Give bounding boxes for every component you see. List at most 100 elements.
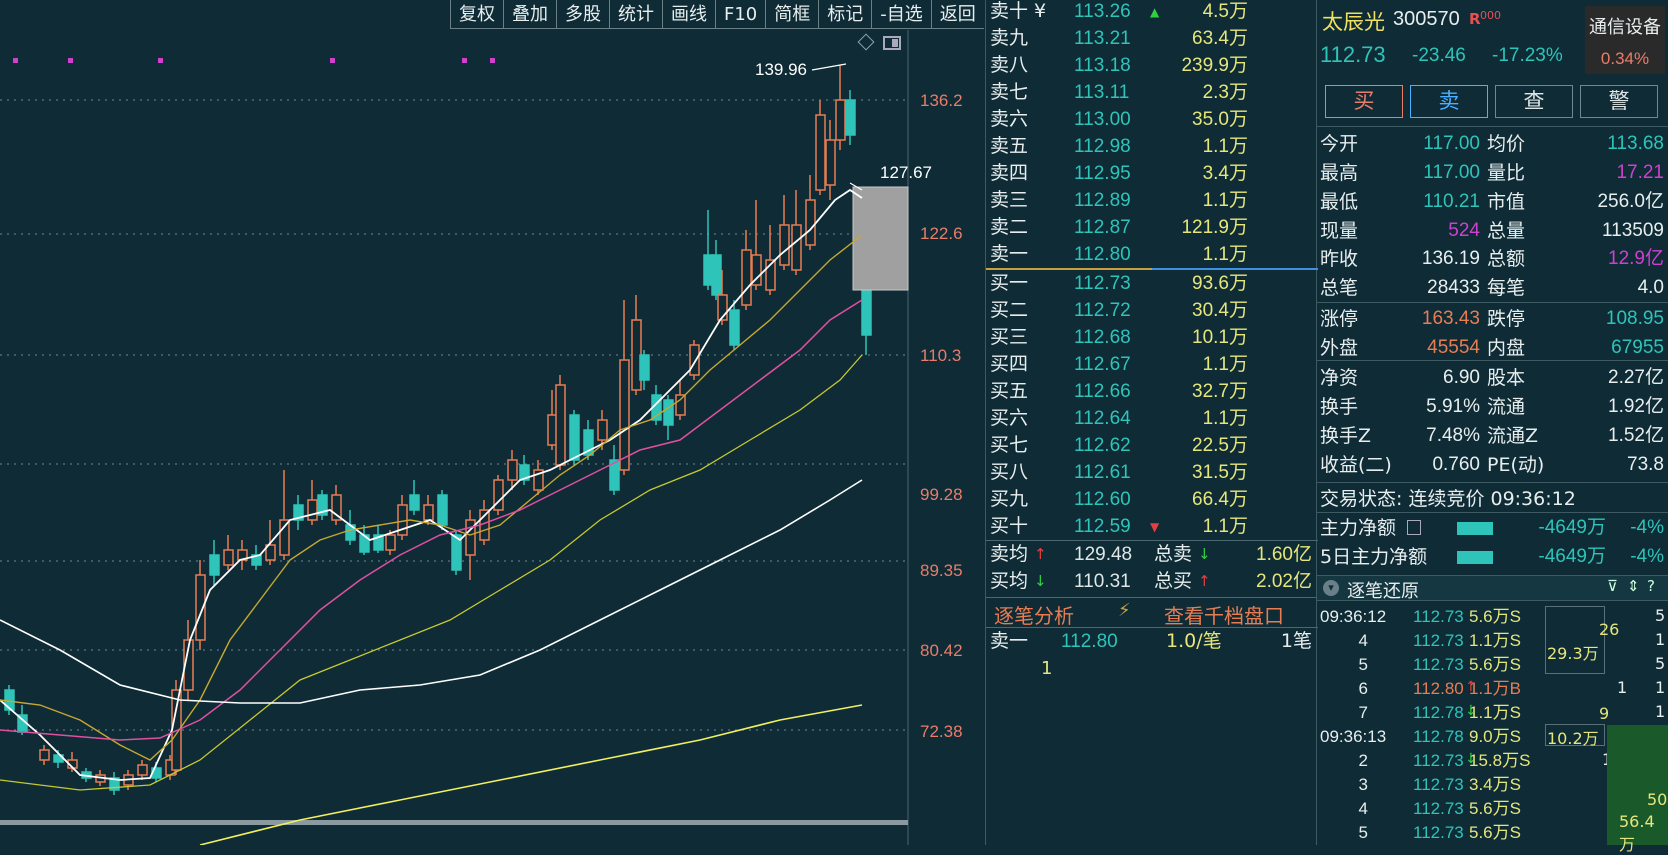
analysis-avg: 1.0/笔	[1166, 630, 1222, 652]
tick-title: 逐笔还原	[1347, 581, 1419, 602]
bottom-scrollbar	[0, 820, 908, 825]
industry-box[interactable]: 通信设备 0.34%	[1585, 6, 1665, 74]
bid-row[interactable]: 买九 112.60 66.4万	[986, 486, 1318, 513]
depth-link[interactable]: 查看千档盘口	[1164, 604, 1284, 628]
help-icon[interactable]: ?	[1647, 577, 1655, 595]
ask-up-icon: ▲	[1150, 5, 1160, 19]
filter-icon[interactable]: ⊽	[1607, 577, 1618, 595]
signal-marker	[462, 58, 467, 63]
level-volume: 2.3万	[1202, 82, 1248, 103]
bid-row[interactable]: 买八 112.61 31.5万	[986, 459, 1318, 486]
price-axis-label: 72.38	[920, 722, 963, 741]
toolbar-button-0[interactable]: 复权	[450, 0, 503, 29]
bid-row[interactable]: 买二 112.72 30.4万	[986, 297, 1318, 324]
quote-label: 收益(二)	[1320, 454, 1392, 476]
price-axis-label: 89.35	[920, 561, 963, 580]
candle-body	[765, 259, 776, 291]
quote-value: 73.8	[1627, 454, 1664, 475]
industry-name: 通信设备	[1589, 17, 1661, 38]
bid-row[interactable]: 买十 112.59 1.1万	[986, 513, 1318, 540]
toolbar-button-2[interactable]: 多股	[556, 0, 609, 29]
group-volume: 29.3万	[1547, 644, 1599, 663]
flash-icon[interactable]: ⚡	[1118, 600, 1131, 621]
quote-label: 总额	[1487, 248, 1526, 270]
bid-row[interactable]: 买三 112.68 10.1万	[986, 324, 1318, 351]
level-label: 买一	[990, 272, 1029, 294]
bid-row[interactable]: 买六 112.64 1.1万	[986, 405, 1318, 432]
quote-value: 117.00	[1423, 162, 1480, 183]
quote-label: 净资	[1320, 367, 1359, 389]
toolbar-button-9[interactable]: 返回	[930, 0, 984, 29]
ask-row[interactable]: 卖九 113.21 63.4万	[986, 25, 1318, 52]
fund-value: -4649万	[1538, 517, 1606, 538]
kline-chart[interactable]: 复权 叠加 多股 统计 画线 F10 简框 标记 -自选 返回 139.96 127.67 136…	[0, 0, 985, 845]
tick-time: 3	[1358, 775, 1368, 794]
bid-row[interactable]: 买七 112.62 22.5万	[986, 432, 1318, 459]
level-price: 112.66	[1074, 381, 1131, 402]
level-volume: 1.1万	[1202, 244, 1248, 265]
candle-body	[791, 224, 802, 271]
candle-body	[183, 639, 194, 691]
ask-row[interactable]: 卖一 112.80 1.1万	[986, 241, 1318, 268]
toolbar-button-1[interactable]: 叠加	[503, 0, 556, 29]
quote-label: 均价	[1487, 133, 1526, 155]
tick-volume: 5.6万S	[1469, 655, 1521, 674]
toolbar-button-4[interactable]: 画线	[662, 0, 715, 29]
query-button[interactable]: 查	[1495, 85, 1573, 118]
level-price: 112.87	[1074, 217, 1131, 238]
quote-row: 最低 110.21 市值 256.0亿	[1317, 188, 1668, 216]
buy-button[interactable]: 买	[1325, 85, 1403, 118]
collapse-icon[interactable]: ▾	[1323, 580, 1339, 596]
up-arrow-icon: ↑	[1465, 679, 1477, 695]
sort-icon[interactable]: ⇕	[1627, 577, 1640, 595]
bid-row[interactable]: 买四 112.67 1.1万	[986, 351, 1318, 378]
tick-row: 2 112.73 15.8万S	[1317, 749, 1668, 773]
quote-value: 1.52亿	[1608, 425, 1664, 446]
prev-close-annotation: 127.67	[880, 163, 932, 182]
quote-value: 2.27亿	[1608, 367, 1664, 388]
toolbar-button-7[interactable]: 标记	[818, 0, 871, 29]
alert-button[interactable]: 警	[1580, 85, 1658, 118]
level-price: 112.80	[1074, 244, 1131, 265]
panel-toggle-icon[interactable]	[883, 36, 901, 50]
sell-button[interactable]: 卖	[1410, 85, 1488, 118]
ask-row[interactable]: 卖四 112.95 3.4万	[986, 160, 1318, 187]
ask-row[interactable]: 卖八 113.18 239.9万	[986, 52, 1318, 79]
candle-body	[409, 494, 420, 511]
tick-price: 112.73	[1413, 631, 1464, 650]
candle-body	[533, 469, 544, 491]
level-volume: 1.1万	[1202, 516, 1248, 537]
ask-row[interactable]: 卖七 113.11 2.3万	[986, 79, 1318, 106]
kline-canvas[interactable]	[0, 0, 985, 845]
tick-price: 112.73	[1413, 823, 1464, 842]
toolbar-button-6[interactable]: 简框	[765, 0, 818, 29]
ask-row[interactable]: 卖二 112.87 121.9万	[986, 214, 1318, 241]
quote-label: 市值	[1487, 191, 1526, 213]
ask-row[interactable]: 卖三 112.89 1.1万	[986, 187, 1318, 214]
level-price: 112.68	[1074, 327, 1131, 348]
bid-row[interactable]: 买五 112.66 32.7万	[986, 378, 1318, 405]
toolbar-button-5[interactable]: F10	[715, 0, 765, 29]
candle-body	[451, 534, 462, 571]
ask-row[interactable]: 卖五 112.98 1.1万	[986, 133, 1318, 160]
toolbar-button-3[interactable]: 统计	[609, 0, 662, 29]
bid-row[interactable]: 买一 112.73 93.6万	[986, 270, 1318, 297]
quote-value: 163.43	[1421, 308, 1480, 329]
toolbar-button-8[interactable]: -自选	[871, 0, 931, 29]
tick-price: 112.78	[1413, 727, 1464, 746]
quote-row: 昨收 136.19 总额 12.9亿	[1317, 245, 1668, 273]
level-price: 112.59	[1074, 516, 1131, 537]
candle-body	[779, 224, 790, 266]
tick-analysis-title[interactable]: 逐笔分析	[994, 604, 1074, 628]
quote-row: 今开 117.00 均价 113.68	[1317, 130, 1668, 158]
quote-label: 外盘	[1320, 337, 1359, 359]
quote-value: 1.92亿	[1608, 396, 1664, 417]
ask-row[interactable]: 卖六 113.00 35.0万	[986, 106, 1318, 133]
ma30-line	[0, 354, 863, 791]
level-label: 买七	[990, 434, 1029, 456]
doc-icon[interactable]	[1407, 520, 1421, 535]
quote-value: 17.21	[1616, 162, 1664, 183]
candle-body	[137, 764, 148, 776]
ask-row[interactable]: 卖十 ¥ 113.26 4.5万	[986, 0, 1318, 25]
tick-volume: 1.1万S	[1469, 631, 1521, 650]
